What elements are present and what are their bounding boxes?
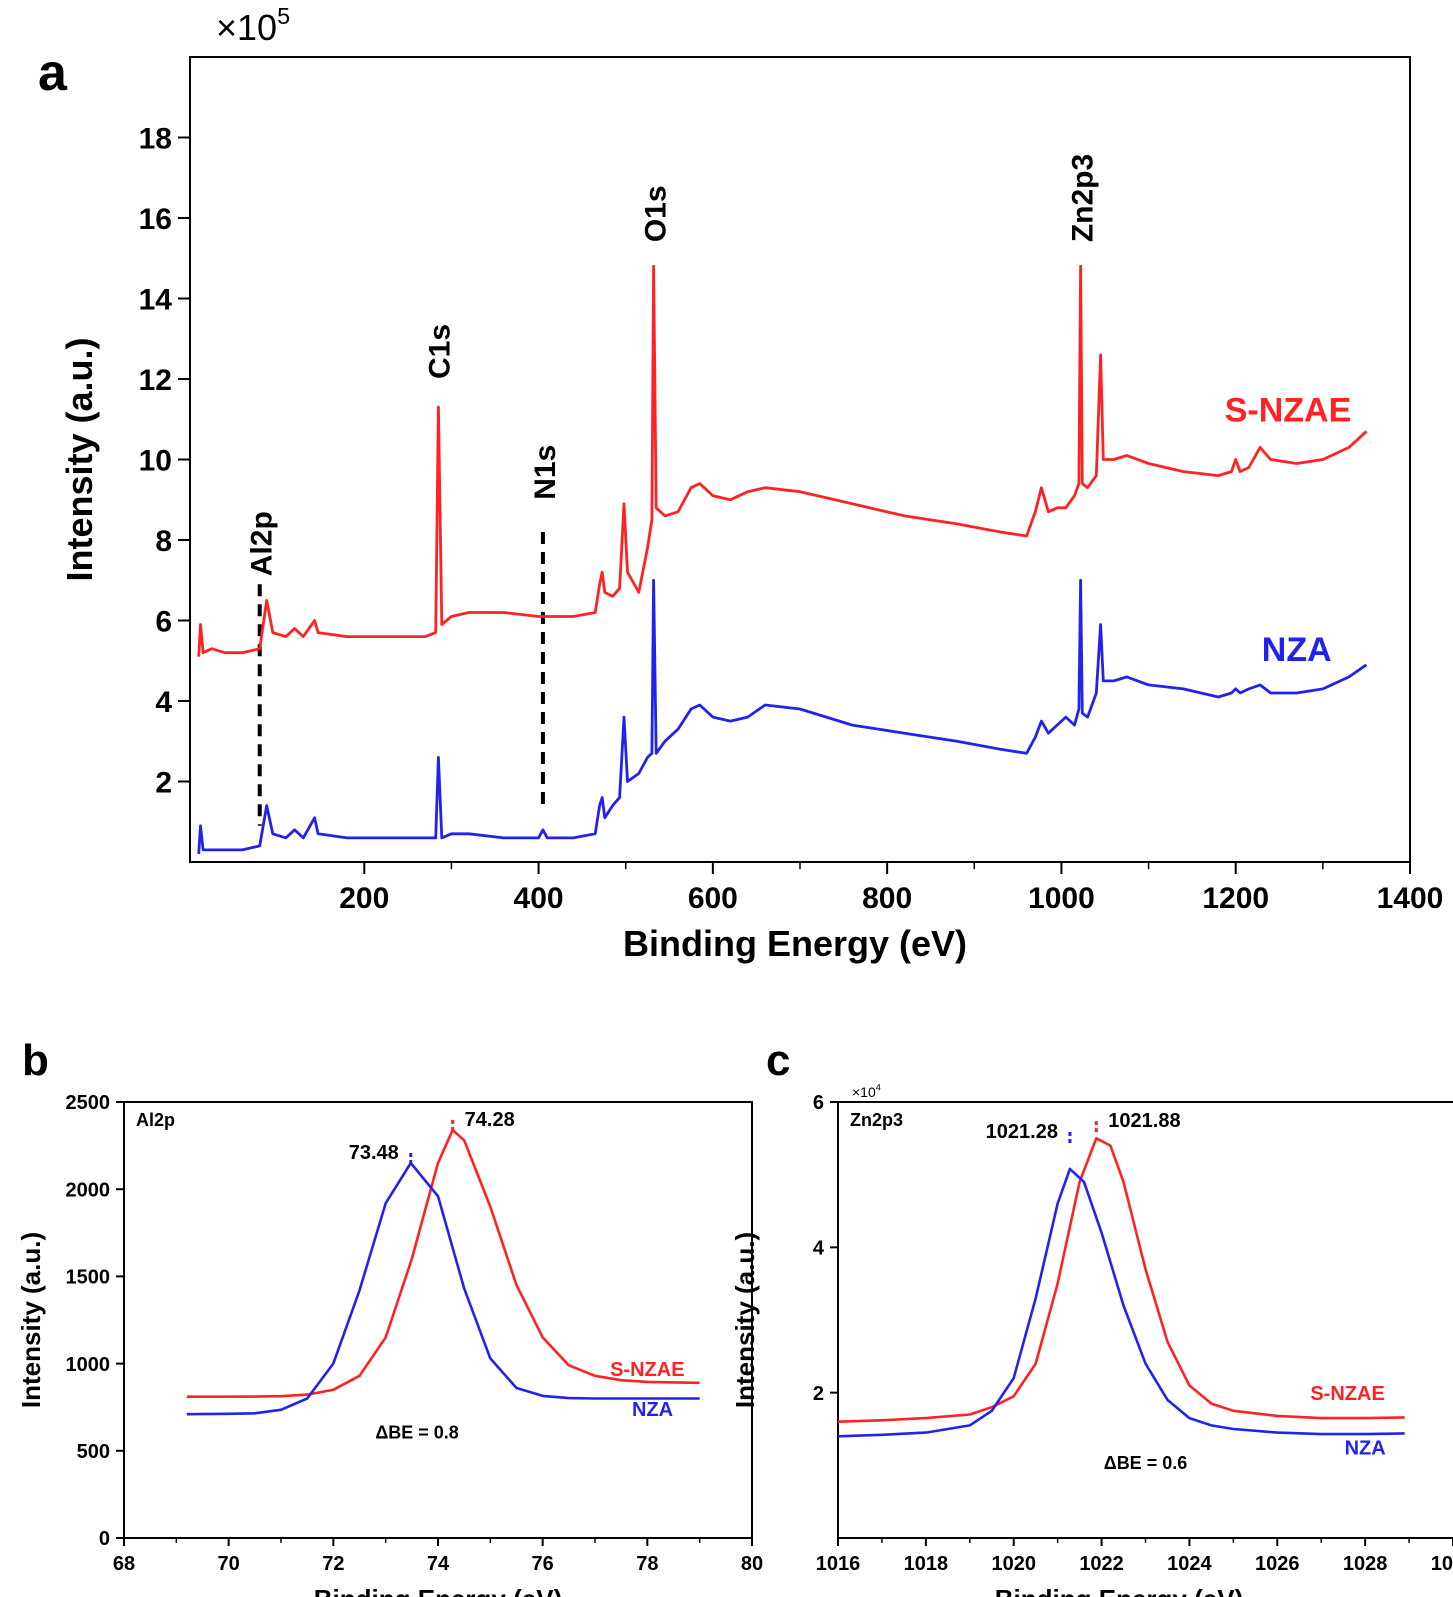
delta-be-annotation: ΔBE = 0.8 (375, 1423, 458, 1443)
x-axis-label: Binding Energy (eV) (995, 1584, 1243, 1597)
series-label-nza: NZA (1345, 1437, 1386, 1459)
x-tick-label: 74 (427, 1553, 450, 1575)
x-tick-label: 1000 (1028, 882, 1095, 915)
x-axis-label: Binding Energy (eV) (314, 1584, 562, 1597)
peak-value-label: 73.48 (349, 1142, 399, 1164)
x-tick-label: 68 (113, 1553, 135, 1575)
x-tick-label: 800 (862, 882, 912, 915)
x-tick-label: 1016 (816, 1553, 861, 1575)
y-tick-label: 18 (139, 122, 172, 155)
y-tick-label: 8 (155, 525, 172, 558)
peak-label-zn2p3: Zn2p3 (1067, 154, 1100, 242)
peak-value-label: 74.28 (465, 1109, 515, 1131)
x-tick-label: 1020 (991, 1553, 1036, 1575)
y-tick-label: 0 (99, 1528, 110, 1550)
x-tick-label: 600 (688, 882, 738, 915)
peak-label-c1s: C1s (423, 324, 456, 379)
y-tick-label: 6 (155, 605, 172, 638)
y-tick-label: 6 (813, 1092, 824, 1114)
y-axis-multiplier-exponent: 5 (277, 3, 290, 29)
panel-label: a (38, 44, 68, 102)
delta-be-annotation: ΔBE = 0.6 (1104, 1453, 1187, 1473)
peak-value-label: 1021.28 (986, 1121, 1058, 1143)
panel-label: c (766, 1036, 790, 1085)
x-tick-label: 200 (339, 882, 389, 915)
x-tick-label: 1018 (904, 1553, 949, 1575)
y-axis-label: Intensity (a.u.) (59, 337, 100, 581)
x-tick-label: 76 (532, 1553, 554, 1575)
x-tick-label: 1022 (1079, 1553, 1124, 1575)
y-axis-multiplier: ×104 (852, 1083, 881, 1100)
y-tick-label: 12 (139, 364, 172, 397)
y-tick-label: 4 (155, 686, 172, 719)
y-axis-label: Intensity (a.u.) (730, 1232, 760, 1408)
y-tick-label: 500 (77, 1441, 110, 1463)
x-tick-label: 1030 (1431, 1553, 1453, 1575)
x-tick-label: 1028 (1343, 1553, 1388, 1575)
y-tick-label: 10 (139, 444, 172, 477)
x-tick-label: 400 (514, 882, 564, 915)
series-line-s-nzae (186, 1128, 700, 1398)
y-tick-label: 4 (813, 1238, 825, 1260)
panel-label: b (22, 1036, 49, 1085)
series-line-nza (837, 1167, 1405, 1438)
series-line-s-nzae (197, 264, 1368, 657)
y-tick-label: 16 (139, 203, 172, 236)
inset-label: Zn2p3 (850, 1110, 903, 1130)
plot-frame (189, 56, 1411, 863)
y-tick-label: 2 (155, 766, 172, 799)
peak-label-n1s: N1s (529, 445, 562, 500)
x-tick-label: 1026 (1255, 1553, 1300, 1575)
series-label-nza: NZA (1262, 631, 1332, 669)
y-axis-label: Intensity (a.u.) (16, 1232, 46, 1408)
inset-label: Al2p (136, 1110, 175, 1130)
peak-label-o1s: O1s (640, 185, 673, 242)
x-tick-label: 1400 (1377, 882, 1444, 915)
y-tick-label: 2500 (66, 1092, 111, 1114)
y-tick-label: 14 (139, 283, 173, 316)
panel-b-al2p-spectrum: b 68 70 72 74 76 78 80 0 500 1000 1500 2000 2500 Bindi… (16, 1036, 763, 1597)
series-label-s-nzae: S-NZAE (1225, 391, 1352, 429)
y-tick-label: 2000 (66, 1179, 111, 1201)
series-line-nza (197, 578, 1368, 855)
series-line-nza (186, 1161, 700, 1416)
series-label-s-nzae: S-NZAE (1310, 1383, 1384, 1405)
panel-c-zn2p3-spectrum: c 1016 1018 1020 1022 1024 1026 1028 1030 2 4 6 Bind… (730, 1036, 1453, 1597)
y-tick-label: 1000 (66, 1354, 111, 1376)
x-axis-label: Binding Energy (eV) (623, 923, 967, 964)
x-tick-label: 1200 (1202, 882, 1269, 915)
series-label-nza: NZA (632, 1399, 673, 1421)
x-tick-label: 1024 (1167, 1553, 1212, 1575)
x-tick-label: 78 (636, 1553, 658, 1575)
x-tick-label: 70 (218, 1553, 240, 1575)
x-tick-label: 72 (322, 1553, 344, 1575)
y-tick-label: 2 (813, 1383, 824, 1405)
series-line-s-nzae (837, 1137, 1405, 1423)
y-axis-multiplier: ×105 (216, 3, 290, 48)
peak-label-al2p: Al2p (246, 511, 279, 576)
series-label-s-nzae: S-NZAE (610, 1359, 684, 1381)
x-tick-label: 80 (741, 1553, 763, 1575)
panel-a-survey-spectrum: a 200 400 600 800 1000 1200 1400 2 4 6 8 10 12 14 16 18 B… (38, 3, 1443, 964)
y-axis-multiplier-exponent: 4 (876, 1083, 881, 1093)
peak-value-label: 1021.88 (1108, 1110, 1180, 1132)
y-tick-label: 1500 (66, 1267, 111, 1289)
